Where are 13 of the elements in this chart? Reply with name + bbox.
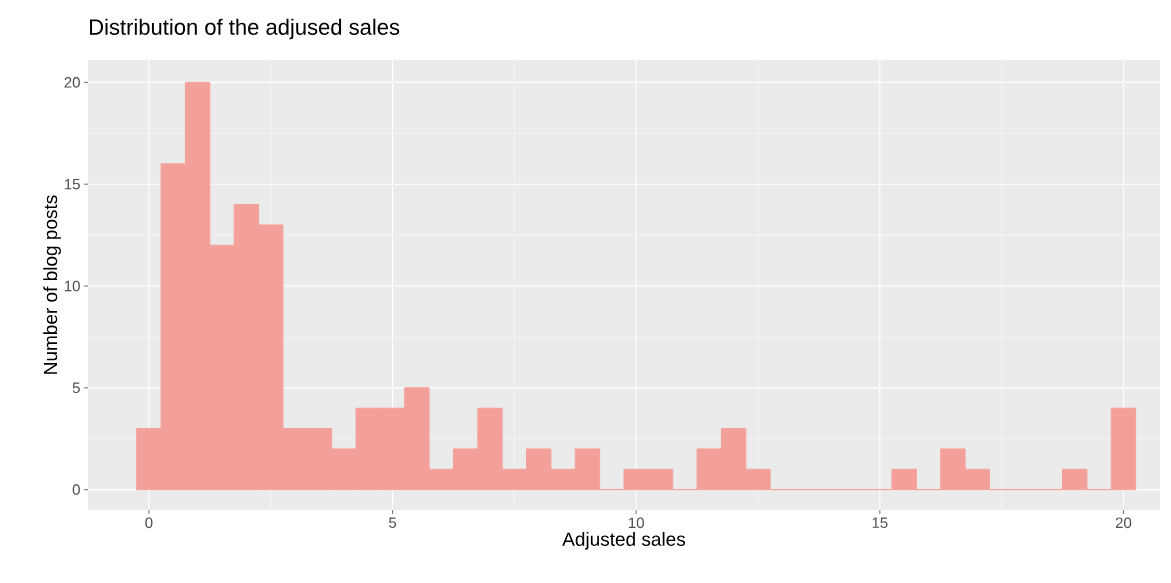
y-tick-label: 10 <box>64 280 80 292</box>
y-tick-label: 0 <box>72 484 80 495</box>
x-axis-title: Adjusted sales <box>562 531 686 550</box>
x-tick-label: 5 <box>388 517 397 528</box>
y-tick-label: 5 <box>72 382 80 394</box>
x-tick-label: 0 <box>145 517 153 529</box>
x-tick-label: 15 <box>872 517 888 528</box>
x-tick-label: 20 <box>1115 517 1132 529</box>
x-tick-label: 10 <box>628 517 644 529</box>
y-tick-label: 15 <box>64 178 80 190</box>
chart-title: Distribution of the adjused sales <box>90 18 400 40</box>
y-tick-label: 20 <box>64 77 80 88</box>
y-axis-title: Number of blog posts <box>43 195 61 374</box>
